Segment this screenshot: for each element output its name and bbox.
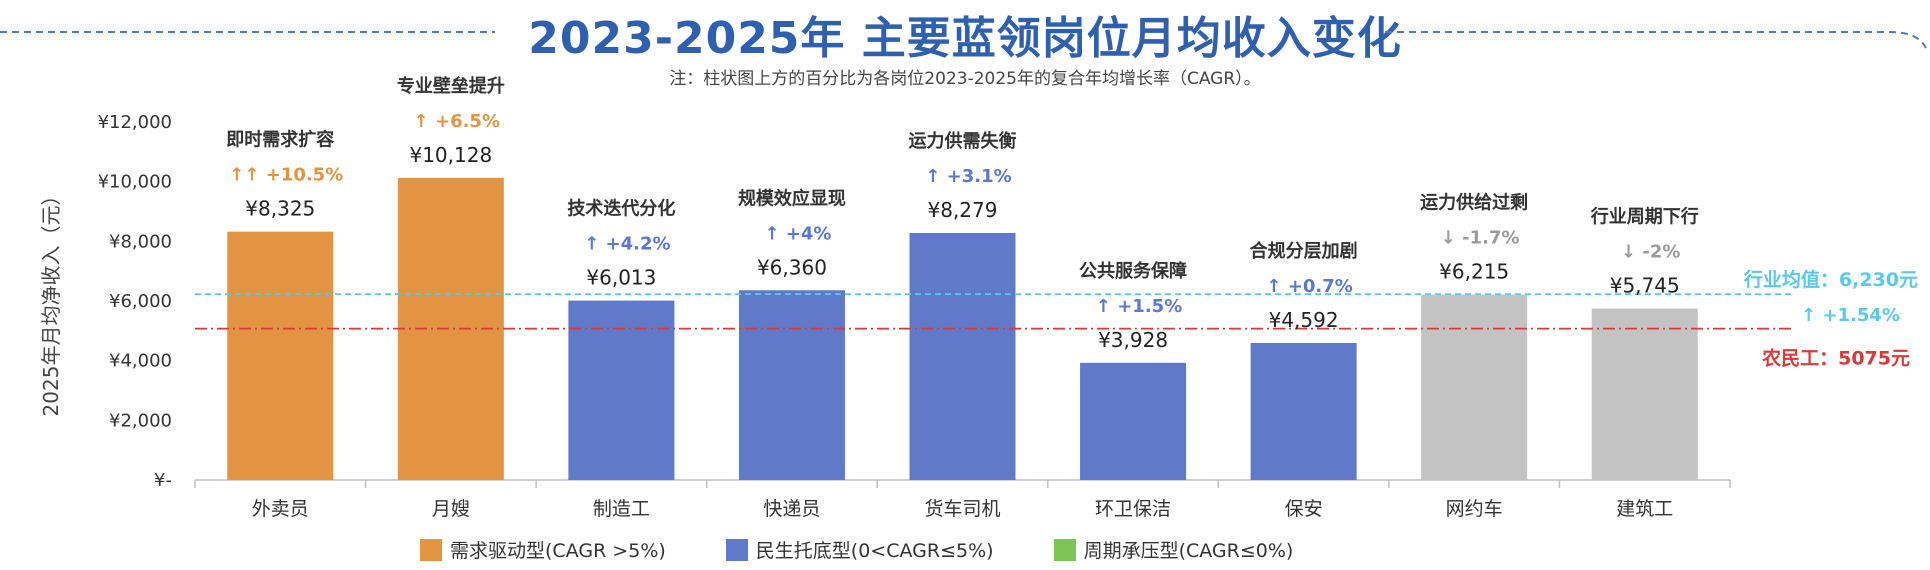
annotation-label: 即时需求扩容 [226, 129, 334, 151]
value-label: ¥6,360 [757, 255, 827, 279]
legend-label-livelihood: 民生托底型(0<CAGR≤5%) [755, 540, 994, 562]
x-tick-label: 建筑工 [1616, 498, 1673, 520]
annotation-label: 技术迭代分化 [567, 198, 675, 220]
title-rule-right [1385, 31, 1927, 49]
value-label: ¥3,928 [1098, 328, 1168, 352]
value-label: ¥8,279 [928, 198, 998, 222]
y-tick-label: ¥- [154, 470, 172, 491]
cagr-label: ↓ -1.7% [1441, 228, 1520, 249]
annotation-label: 行业周期下行 [1590, 206, 1699, 228]
cagr-label: ↑ +0.7% [1266, 276, 1352, 297]
bar-6 [1080, 362, 1187, 480]
industry-average-label: 行业均值：6,230元 [1743, 268, 1918, 291]
x-tick-label: 货车司机 [924, 498, 1000, 520]
legend-swatch-livelihood [725, 538, 748, 561]
value-label: ¥8,325 [245, 197, 315, 221]
title-area: 2023-2025年 主要蓝领岗位月均收入变化 注：柱状图上方的百分比为各岗位2… [0, 0, 1930, 89]
y-tick-label: ¥8,000 [109, 231, 172, 252]
legend-label-demand: 需求驱动型(CAGR >5%) [450, 540, 666, 562]
bar-4 [738, 290, 845, 480]
bar-9 [1591, 308, 1698, 480]
y-tick-label: ¥12,000 [98, 112, 172, 133]
annotation-label: 规模效应显现 [738, 187, 846, 209]
value-label: ¥4,592 [1269, 308, 1339, 332]
x-tick-label: 保安 [1285, 498, 1323, 520]
value-label: ¥6,215 [1439, 260, 1509, 284]
bar-5 [909, 233, 1016, 480]
bar-3 [568, 300, 675, 480]
annotation-label: 公共服务保障 [1079, 260, 1187, 282]
bar-8 [1421, 294, 1528, 480]
legend-swatch-cyclical [1053, 538, 1076, 561]
x-tick-label: 制造工 [593, 498, 650, 520]
x-tick-label: 外卖员 [252, 498, 309, 520]
legend-item-demand: 需求驱动型(CAGR >5%) [420, 536, 666, 563]
x-tick-label: 月嫂 [432, 498, 470, 520]
value-label: ¥6,013 [586, 266, 656, 290]
y-axis-label: 2025年月均净收入（元） [39, 186, 63, 417]
cagr-label: ↓ -2% [1621, 242, 1680, 263]
cagr-label: ↑ +4% [764, 223, 831, 244]
legend-item-livelihood: 民生托底型(0<CAGR≤5%) [725, 536, 994, 563]
y-tick-label: ¥10,000 [98, 172, 172, 193]
migrant-worker-label: 农民工：5075元 [1761, 347, 1910, 370]
annotation-label: 运力供给过剩 [1420, 192, 1528, 214]
y-tick-label: ¥6,000 [109, 291, 172, 312]
x-tick-label: 环卫保洁 [1095, 498, 1171, 520]
chart-note: 注：柱状图上方的百分比为各岗位2023-2025年的复合年均增长率（CAGR）。 [669, 69, 1261, 89]
industry-average-cagr: ↑ +1.54% [1801, 305, 1900, 326]
annotation-label: 专业壁垒提升 [397, 75, 505, 97]
x-tick-label: 快递员 [763, 498, 820, 520]
annotation-label: 合规分层加剧 [1250, 240, 1358, 262]
cagr-label: ↑ +4.2% [584, 234, 670, 255]
chart-title: 2023-2025年 主要蓝领岗位月均收入变化 [528, 13, 1402, 64]
bar-7 [1250, 343, 1357, 480]
cagr-label: ↑ +1.5% [1096, 296, 1182, 317]
annotation-label: 运力供需失衡 [909, 130, 1017, 152]
legend: 需求驱动型(CAGR >5%) 民生托底型(0<CAGR≤5%) 周期承压型(C… [420, 536, 1293, 563]
legend-label-cyclical: 周期承压型(CAGR≤0%) [1083, 540, 1294, 562]
y-tick-label: ¥4,000 [109, 351, 172, 372]
y-tick-label: ¥2,000 [109, 410, 172, 431]
cagr-label: ↑ +3.1% [925, 166, 1011, 187]
cagr-label: ↑↑ +10.5% [229, 165, 343, 186]
cagr-label: ↑ +6.5% [414, 111, 500, 132]
legend-item-cyclical: 周期承压型(CAGR≤0%) [1053, 536, 1294, 563]
value-label: ¥10,128 [409, 143, 492, 167]
x-tick-label: 网约车 [1446, 498, 1503, 520]
bar-1 [227, 231, 334, 480]
legend-swatch-demand [420, 538, 442, 561]
value-label: ¥5,745 [1610, 274, 1680, 298]
